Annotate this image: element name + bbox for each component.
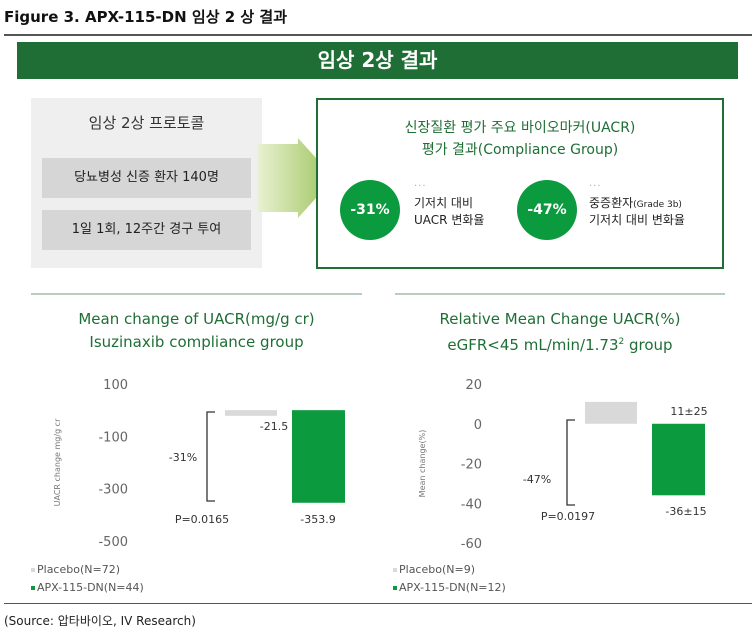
data-label-placebo: 11±25 bbox=[670, 405, 707, 418]
arrow-right-icon bbox=[258, 138, 334, 218]
chart2-plot: Mean change(%) 20 0 -20 -40 -60 11±25 -36±15 -47… bbox=[418, 378, 708, 552]
chart1-legend-apx-label: APX-115-DN(N=44) bbox=[37, 581, 144, 594]
p-value-label: P=0.0165 bbox=[175, 513, 229, 526]
stat-circle-severe: -47% bbox=[517, 180, 577, 240]
results-title-line1: 신장질환 평가 주요 바이오마커(UACR) bbox=[404, 120, 636, 136]
y-tick-label: -60 bbox=[461, 537, 482, 552]
y-tick-label: 20 bbox=[465, 378, 482, 393]
y-tick-label: 100 bbox=[103, 378, 128, 393]
legend-swatch-apx bbox=[31, 586, 35, 590]
bottom-divider bbox=[4, 603, 752, 604]
chart2-title-line1: Relative Mean Change UACR(%) bbox=[439, 310, 681, 328]
chart2-legend-apx-label: APX-115-DN(N=12) bbox=[399, 581, 506, 594]
chart1-legend-apx: APX-115-DN(N=44) bbox=[31, 581, 144, 594]
protocol-item-patients: 당뇨병성 신증 환자 140명 bbox=[42, 158, 251, 198]
bar-apx bbox=[292, 410, 345, 503]
stat-severe-line2: 기저치 대비 변화율 bbox=[589, 213, 685, 227]
bar-placebo bbox=[225, 410, 277, 416]
figure-title: Figure 3. APX-115-DN 임상 2 상 결과 bbox=[4, 8, 287, 26]
y-tick-label: -20 bbox=[461, 458, 482, 473]
chart2-title-line2: eGFR<45 mL/min/1.732 group bbox=[395, 331, 725, 356]
data-label-apx: -353.9 bbox=[300, 513, 335, 526]
legend-swatch-placebo bbox=[393, 568, 397, 572]
data-label-apx: -36±15 bbox=[665, 505, 706, 518]
bar-apx bbox=[652, 423, 705, 496]
percent-change-label: -47% bbox=[523, 473, 551, 486]
stat-uacr-line2: UACR 변화율 bbox=[414, 213, 485, 227]
chart1-legend-placebo-label: Placebo(N=72) bbox=[37, 563, 120, 576]
chart2-top-rule bbox=[395, 293, 725, 295]
chart1-legend-placebo: Placebo(N=72) bbox=[31, 563, 120, 576]
chart2-title-line2-main: eGFR<45 mL/min/1.73 bbox=[447, 336, 619, 354]
stat-circle-uacr: -31% bbox=[340, 180, 400, 240]
y-tick-label: -100 bbox=[98, 430, 128, 445]
protocol-title: 임상 2상 프로토콜 bbox=[88, 114, 205, 132]
section-banner: 임상 2상 결과 bbox=[17, 42, 738, 79]
chart2-title-line2-end: group bbox=[624, 336, 673, 354]
stat-severe-line1-small: (Grade 3b) bbox=[633, 200, 682, 210]
y-tick-label: 0 bbox=[474, 418, 482, 433]
chart1-title-line1: Mean change of UACR(mg/g cr) bbox=[78, 310, 315, 328]
comparison-bracket bbox=[206, 411, 215, 502]
legend-swatch-placebo bbox=[31, 568, 35, 572]
chart1-title-line2: Isuzinaxib compliance group bbox=[89, 333, 304, 351]
y-tick-label: -500 bbox=[98, 535, 128, 550]
results-title-line2: 평가 결과(Compliance Group) bbox=[421, 142, 619, 158]
chart2-legend-placebo: Placebo(N=9) bbox=[393, 563, 475, 576]
dots-icon: ··· bbox=[414, 181, 427, 192]
y-tick-label: -40 bbox=[461, 497, 482, 512]
bar-placebo bbox=[585, 401, 637, 424]
y-axis-label: UACR change mg/g cr bbox=[53, 418, 62, 506]
chart1-top-rule bbox=[31, 293, 362, 295]
legend-swatch-apx bbox=[393, 586, 397, 590]
source-note: (Source: 압타바이오, IV Research) bbox=[4, 614, 196, 628]
stat-severe-line1: 중증환자(Grade 3b) bbox=[589, 195, 682, 213]
y-tick-label: -300 bbox=[98, 483, 128, 498]
dots-icon: ··· bbox=[589, 181, 602, 192]
chart2-legend-placebo-label: Placebo(N=9) bbox=[399, 563, 475, 576]
top-divider bbox=[4, 34, 752, 36]
stat-severe-line1-main: 중증환자 bbox=[589, 196, 634, 210]
data-label-placebo: -21.5 bbox=[260, 420, 288, 433]
comparison-bracket bbox=[566, 419, 575, 506]
p-value-label: P=0.0197 bbox=[541, 510, 595, 523]
protocol-item-dosing: 1일 1회, 12주간 경구 투여 bbox=[42, 210, 251, 250]
stat-uacr-line1: 기저치 대비 bbox=[414, 196, 474, 210]
percent-change-label: -31% bbox=[169, 451, 197, 464]
y-axis-label: Mean change(%) bbox=[418, 430, 427, 498]
chart2-legend-apx: APX-115-DN(N=12) bbox=[393, 581, 506, 594]
chart1-plot: UACR change mg/g cr 100 -100 -300 -500 -21.5 -… bbox=[53, 378, 345, 550]
chart2-title-line2-sup: 2 bbox=[618, 337, 625, 347]
